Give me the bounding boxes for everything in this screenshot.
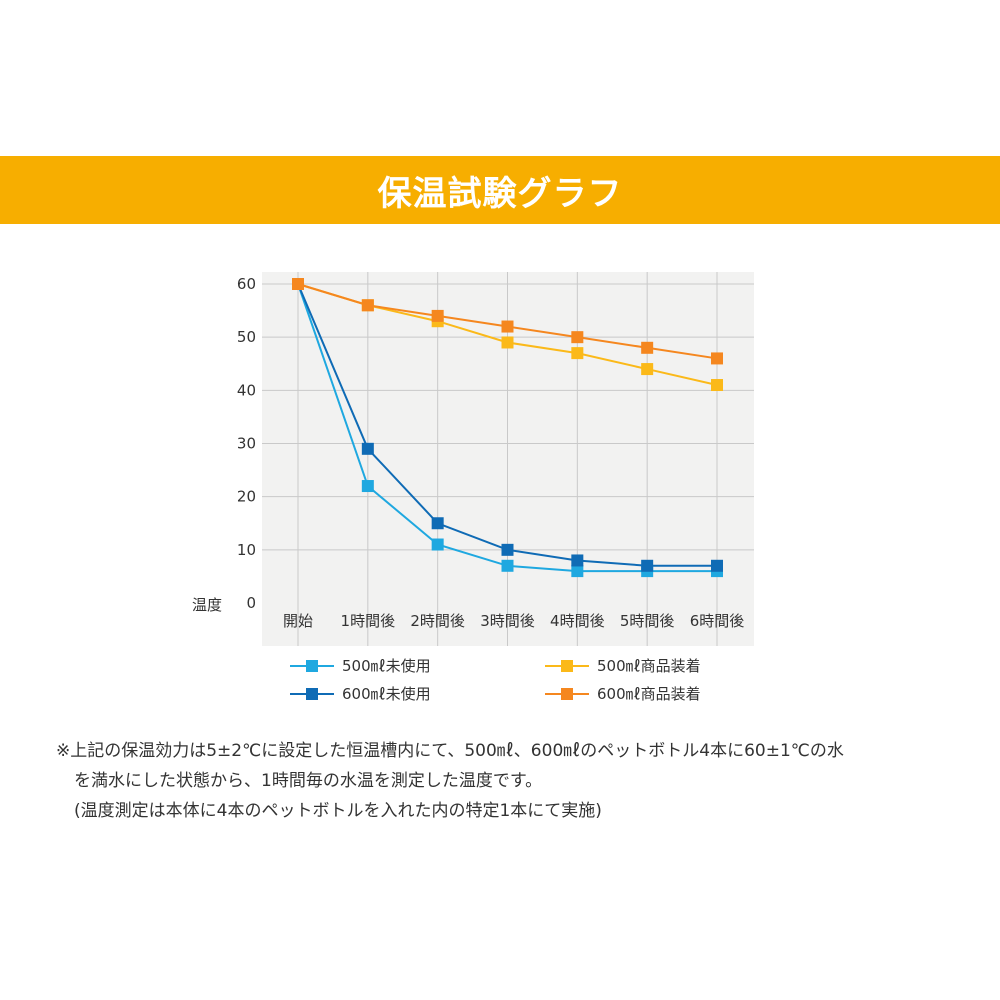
- footnote-line-1: ※上記の保温効力は5±2℃に設定した恒温槽内にて、500㎖、600㎖のペットボト…: [56, 741, 844, 761]
- legend-item: 600㎖商品装着: [545, 685, 701, 703]
- legend-label: 600㎖商品装着: [597, 685, 701, 703]
- data-point: [711, 559, 723, 572]
- data-point: [361, 299, 374, 312]
- data-point: [431, 538, 444, 551]
- data-point: [361, 480, 374, 493]
- footnote: ※上記の保温効力は5±2℃に設定した恒温槽内にて、500㎖、600㎖のペットボト…: [56, 736, 976, 826]
- data-point: [571, 347, 584, 360]
- legend-marker: [561, 688, 573, 700]
- y-axis-label: 温度: [192, 596, 222, 614]
- title-banner: 保温試験グラフ: [0, 156, 1000, 224]
- x-tick-label: 4時間後: [550, 612, 605, 630]
- y-tick-label: 50: [237, 328, 256, 346]
- x-tick-label: 開始: [283, 612, 313, 630]
- data-point: [431, 517, 444, 530]
- footnote-line-2: を満水にした状態から、1時間毎の水温を測定した温度です。: [74, 771, 543, 791]
- legend-marker: [561, 660, 573, 672]
- data-point: [641, 559, 654, 572]
- page-title: 保温試験グラフ: [377, 173, 623, 214]
- legend-marker: [306, 660, 318, 672]
- y-tick-label: 10: [237, 541, 256, 559]
- legend-label: 500㎖商品装着: [597, 657, 701, 675]
- legend-item: 600㎖未使用: [290, 685, 431, 703]
- series-group: [292, 278, 723, 578]
- data-point: [711, 379, 723, 392]
- data-point: [571, 554, 584, 567]
- x-tick-label: 6時間後: [690, 612, 745, 630]
- legend-label: 600㎖未使用: [342, 685, 431, 703]
- legend-label: 500㎖未使用: [342, 657, 431, 675]
- data-point: [501, 559, 514, 572]
- data-point: [431, 309, 444, 322]
- chart-container: 0 10 20 30 40 50 60 温度 開始 1時間後 2時間後 3時間後 4時間後 5時間後 6…: [0, 240, 1000, 720]
- data-point: [292, 278, 304, 290]
- x-tick-label: 1時間後: [341, 612, 396, 630]
- x-tick-label: 3時間後: [480, 612, 535, 630]
- data-point: [641, 341, 654, 354]
- grid-lines: [262, 272, 754, 646]
- legend: 500㎖未使用 600㎖未使用 500㎖商品装着 600㎖商品装着: [290, 657, 701, 703]
- legend-item: 500㎖未使用: [290, 657, 431, 675]
- y-tick-label: 20: [237, 488, 256, 506]
- footnote-line-3: (温度測定は本体に4本のペットボトルを入れた内の特定1本にて実施): [74, 801, 602, 821]
- x-axis-ticks: 開始 1時間後 2時間後 3時間後 4時間後 5時間後 6時間後: [283, 612, 744, 630]
- y-axis-ticks: 0 10 20 30 40 50 60: [237, 275, 256, 612]
- line-chart: 0 10 20 30 40 50 60 温度 開始 1時間後 2時間後 3時間後 4時間後 5時間後 6…: [192, 272, 754, 703]
- data-point: [571, 331, 584, 344]
- data-point: [501, 543, 514, 556]
- data-point: [571, 565, 584, 578]
- x-tick-label: 2時間後: [410, 612, 465, 630]
- data-point: [641, 363, 654, 376]
- data-point: [501, 320, 514, 333]
- data-point: [361, 442, 374, 455]
- y-tick-label: 40: [237, 381, 256, 399]
- legend-item: 500㎖商品装着: [545, 657, 701, 675]
- y-tick-label: 30: [237, 435, 256, 453]
- y-tick-label: 0: [246, 594, 256, 612]
- data-point: [501, 336, 514, 349]
- y-tick-label: 60: [237, 275, 256, 293]
- x-tick-label: 5時間後: [620, 612, 675, 630]
- data-point: [711, 352, 723, 365]
- legend-marker: [306, 688, 318, 700]
